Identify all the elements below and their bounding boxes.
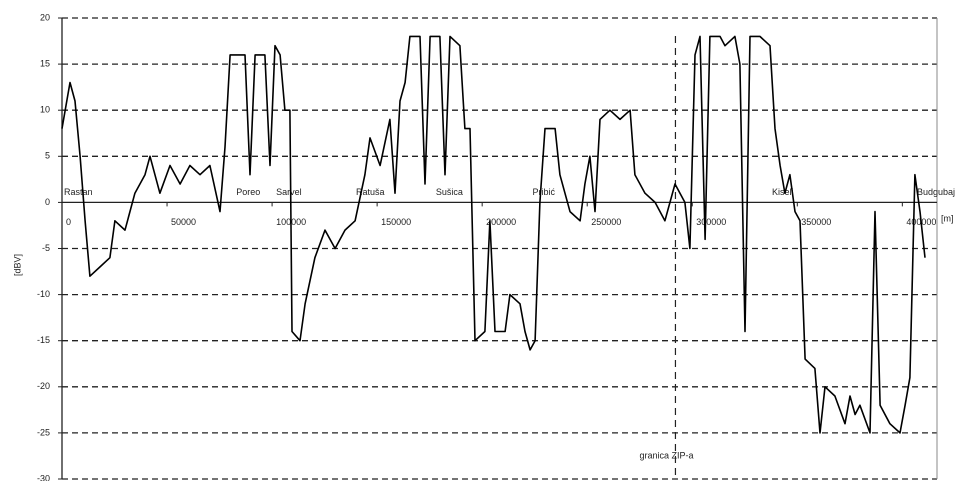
station-label: Sušica xyxy=(436,187,463,197)
y-tick-label: 15 xyxy=(40,58,50,68)
station-label: Budgubaj xyxy=(917,187,955,197)
boundary-label: granica ZIP-a xyxy=(639,450,693,460)
station-label: Pribić xyxy=(532,187,555,197)
station-label: Sarvel xyxy=(276,187,302,197)
x-axis-label: [m] xyxy=(941,213,954,223)
y-tick-label: -20 xyxy=(37,381,50,391)
y-tick-label: -25 xyxy=(37,427,50,437)
y-tick-label: 20 xyxy=(40,12,50,22)
station-label: Poreo xyxy=(236,187,260,197)
x-tick-label: 200000 xyxy=(486,217,516,227)
station-label: Kiseli xyxy=(772,187,794,197)
y-tick-label: -15 xyxy=(37,335,50,345)
x-tick-label: 50000 xyxy=(171,217,196,227)
y-tick-label: 0 xyxy=(45,197,50,207)
y-tick-label: -30 xyxy=(37,473,50,481)
y-axis-label: [dBV] xyxy=(12,254,22,276)
x-tick-label: 250000 xyxy=(591,217,621,227)
station-label: Rastan xyxy=(64,187,93,197)
y-tick-label: -10 xyxy=(37,289,50,299)
x-tick-label: 150000 xyxy=(381,217,411,227)
y-tick-label: -5 xyxy=(42,243,50,253)
x-tick-label: 350000 xyxy=(801,217,831,227)
data-line xyxy=(61,35,926,434)
station-label: Ratuša xyxy=(356,187,385,197)
y-tick-label: 5 xyxy=(45,151,50,161)
x-tick-label: 0 xyxy=(66,217,71,227)
x-tick-label: 300000 xyxy=(696,217,726,227)
y-tick-label: 10 xyxy=(40,105,50,115)
